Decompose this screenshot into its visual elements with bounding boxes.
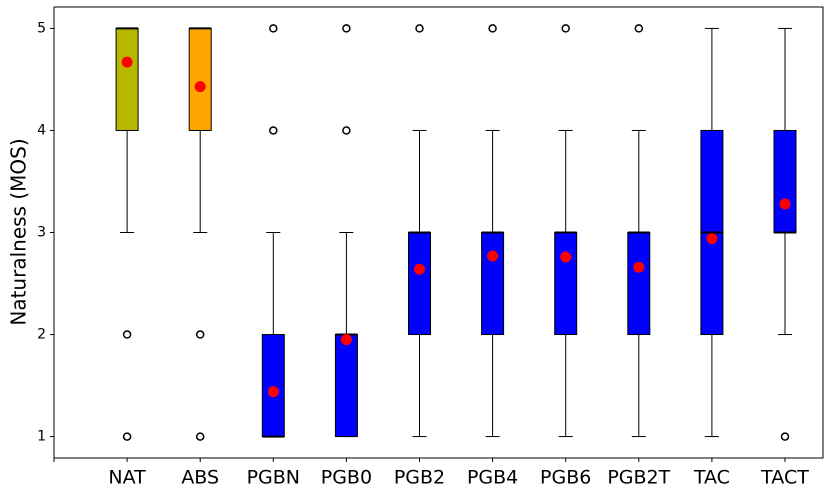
x-tick-label: ABS (181, 467, 219, 489)
mean-marker (706, 233, 718, 245)
mean-marker (414, 263, 425, 275)
outlier (122, 330, 132, 339)
outlier (342, 24, 351, 33)
x-tick-label: PGB2 (394, 467, 445, 489)
x-tick-label: TAC (693, 467, 730, 489)
x-tick-label: PGB6 (540, 467, 591, 489)
mean-marker (194, 81, 206, 93)
outlier (195, 432, 205, 441)
mean-marker (779, 198, 791, 210)
mean-marker (267, 386, 279, 398)
box (481, 232, 505, 336)
y-tick-label: 4 (37, 122, 46, 138)
outlier (780, 432, 790, 441)
y-axis-label: Naturalness (MOS) (7, 138, 31, 325)
outlier (122, 432, 132, 441)
outlier (488, 24, 497, 33)
box (773, 129, 797, 234)
outlier (415, 24, 424, 33)
x-tick-label: PGB2T (607, 467, 670, 489)
y-tick-label: 1 (37, 429, 46, 445)
x-tick-label: PGBN (247, 467, 300, 489)
box (115, 27, 139, 131)
x-tick-label: PGB0 (321, 467, 372, 489)
outlier (269, 126, 278, 135)
outlier (195, 330, 205, 339)
box (627, 232, 651, 336)
mean-marker (340, 334, 352, 346)
y-tick-label: 5 (37, 20, 46, 36)
box (408, 232, 431, 336)
x-tick-label: NAT (108, 467, 146, 489)
box (188, 27, 212, 131)
outlier (342, 126, 351, 135)
y-tick-label: 3 (37, 225, 46, 241)
x-tick-label: TACT (760, 467, 809, 489)
box (554, 232, 578, 336)
mean-marker (633, 261, 645, 273)
x-tick-label: PGB4 (467, 467, 518, 489)
mean-marker (121, 56, 133, 68)
mean-marker (487, 250, 499, 262)
outlier (634, 24, 644, 33)
outlier (269, 24, 278, 33)
mean-marker (560, 251, 572, 263)
outlier (561, 24, 570, 33)
box (261, 334, 285, 438)
box (334, 334, 358, 438)
y-tick-label: 2 (37, 327, 46, 343)
